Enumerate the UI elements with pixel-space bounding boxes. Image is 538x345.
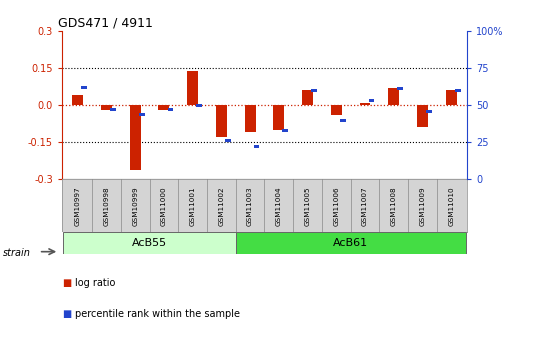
Text: strain: strain <box>3 248 31 258</box>
Text: AcB61: AcB61 <box>333 238 368 248</box>
Bar <box>455 89 461 92</box>
Bar <box>398 87 403 90</box>
Bar <box>311 89 317 92</box>
Bar <box>245 105 256 132</box>
Bar <box>81 86 87 89</box>
Text: GSM11009: GSM11009 <box>420 186 426 226</box>
Text: log ratio: log ratio <box>75 278 116 288</box>
Bar <box>236 232 465 254</box>
Bar <box>63 232 236 254</box>
Bar <box>282 129 288 132</box>
Text: GSM11003: GSM11003 <box>247 186 253 226</box>
Bar <box>302 90 313 105</box>
Text: GSM10998: GSM10998 <box>103 186 109 226</box>
Bar <box>101 105 112 110</box>
Bar <box>130 105 140 169</box>
Text: GSM10997: GSM10997 <box>75 186 81 226</box>
Bar <box>388 88 399 105</box>
Bar <box>187 71 198 105</box>
Bar <box>72 95 83 105</box>
Text: percentile rank within the sample: percentile rank within the sample <box>75 309 240 319</box>
Bar <box>225 139 231 142</box>
Bar <box>426 110 432 112</box>
Text: GDS471 / 4911: GDS471 / 4911 <box>58 17 153 30</box>
Text: ■: ■ <box>62 278 71 288</box>
Text: GSM11005: GSM11005 <box>305 186 310 226</box>
Text: AcB55: AcB55 <box>132 238 167 248</box>
Bar <box>445 90 457 105</box>
Bar <box>158 105 169 110</box>
Bar <box>110 108 116 111</box>
Text: ■: ■ <box>62 309 71 319</box>
Text: GSM11007: GSM11007 <box>362 186 368 226</box>
Bar <box>216 105 227 137</box>
Bar <box>417 105 428 128</box>
Text: GSM11008: GSM11008 <box>391 186 397 226</box>
Text: GSM10999: GSM10999 <box>132 186 138 226</box>
Bar <box>331 105 342 115</box>
Bar <box>340 119 346 121</box>
Bar <box>359 103 371 105</box>
Bar <box>273 105 284 130</box>
Text: GSM11000: GSM11000 <box>161 186 167 226</box>
Bar <box>196 104 202 107</box>
Bar <box>369 99 374 102</box>
Text: GSM11010: GSM11010 <box>448 186 454 226</box>
Bar <box>139 112 145 116</box>
Text: GSM11004: GSM11004 <box>276 186 282 226</box>
Text: GSM11002: GSM11002 <box>218 186 224 226</box>
Text: GSM11006: GSM11006 <box>333 186 339 226</box>
Text: GSM11001: GSM11001 <box>189 186 196 226</box>
Bar <box>167 108 173 111</box>
Bar <box>254 145 259 148</box>
